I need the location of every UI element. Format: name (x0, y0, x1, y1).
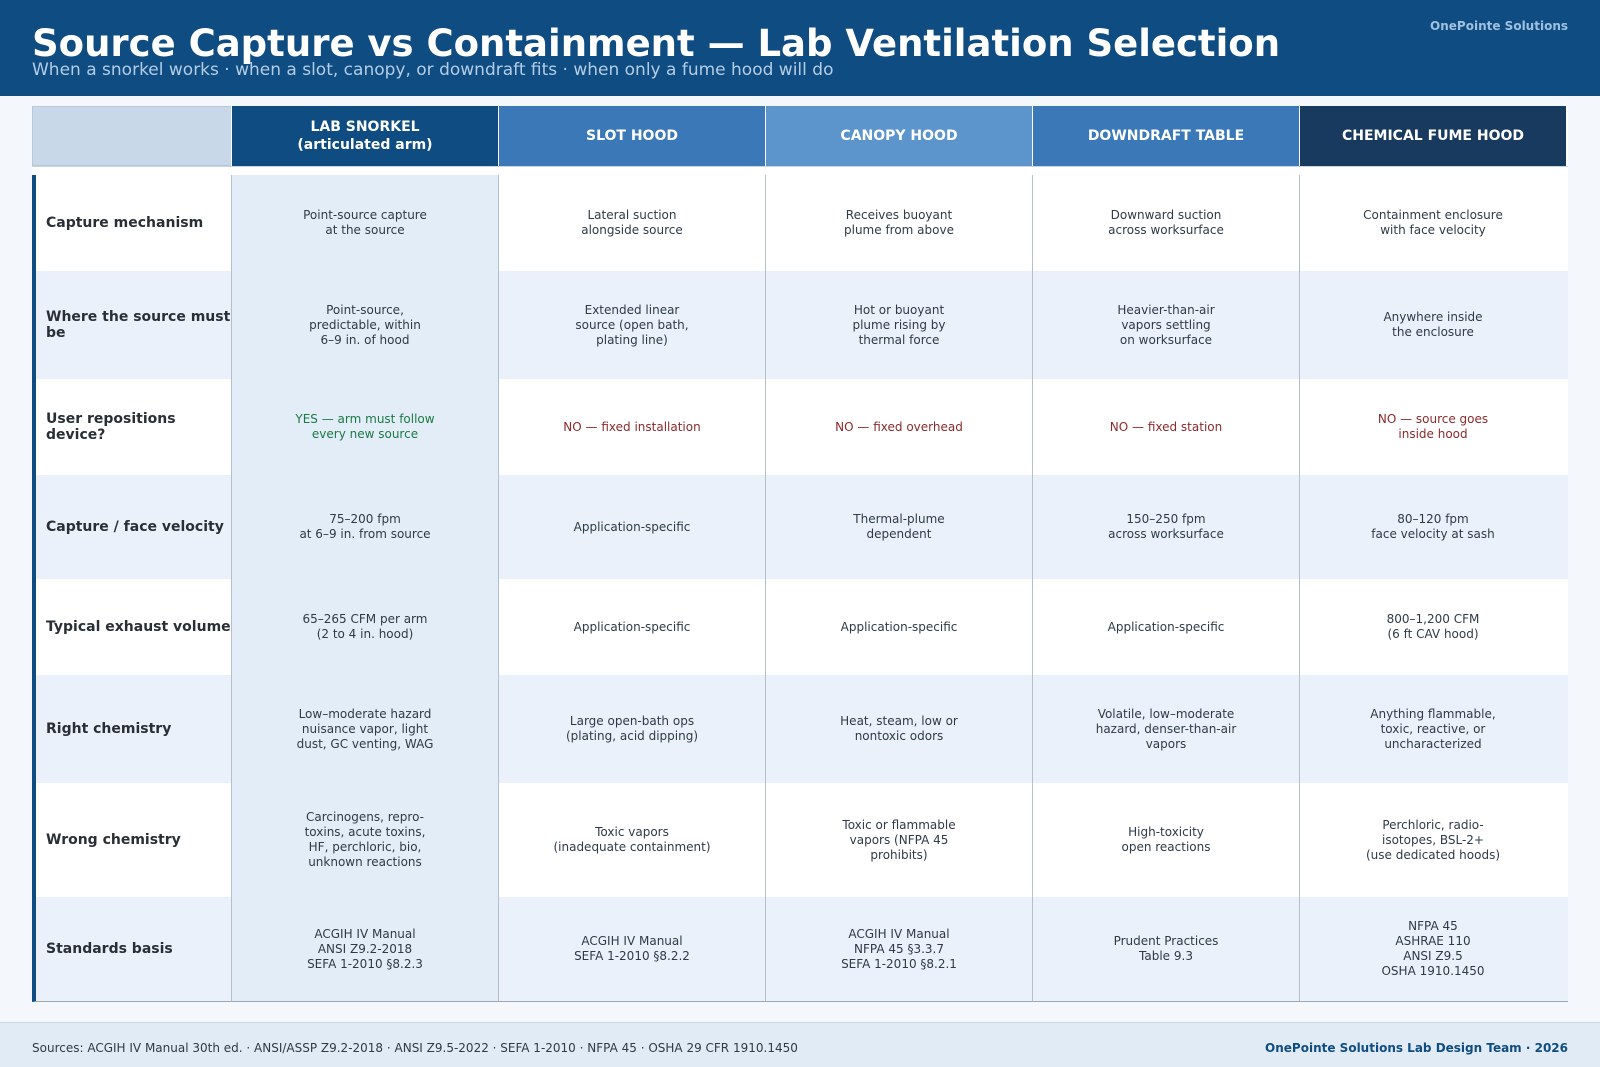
row-label: Capture / face velocity (46, 519, 224, 535)
table-cell: Extended linear source (open bath, plati… (498, 271, 765, 379)
table-cell: 150–250 fpm across worksurface (1032, 475, 1299, 579)
table-cell: Volatile, low–moderate hazard, denser-th… (1032, 675, 1299, 783)
row-label: Capture mechanism (46, 215, 204, 231)
table-cell: Thermal-plume dependent (765, 475, 1032, 579)
table-cell: ACGIH IV Manual SEFA 1-2010 §8.2.2 (498, 897, 765, 1001)
table-cell: 800–1,200 CFM (6 ft CAV hood) (1299, 579, 1566, 675)
row-label: Standards basis (46, 941, 173, 957)
table-cell: Prudent Practices Table 9.3 (1032, 897, 1299, 1001)
table-cell: Application-specific (498, 475, 765, 579)
table-cell: Low–moderate hazard nuisance vapor, ligh… (231, 675, 498, 783)
column-header-chemical-fume-hood: CHEMICAL FUME HOOD (1299, 106, 1566, 166)
table-cell: Point-source, predictable, within 6–9 in… (231, 271, 498, 379)
table-cell: Large open-bath ops (plating, acid dippi… (498, 675, 765, 783)
table-cell: NFPA 45 ASHRAE 110 ANSI Z9.5 OSHA 1910.1… (1299, 897, 1566, 1001)
table-cell: Application-specific (765, 579, 1032, 675)
table-cell: Toxic vapors (inadequate containment) (498, 783, 765, 897)
table-cell: NO — fixed overhead (765, 379, 1032, 475)
header-corner (32, 106, 231, 166)
table-cell: Heavier-than-air vapors settling on work… (1032, 271, 1299, 379)
table-cell: Toxic or flammable vapors (NFPA 45 prohi… (765, 783, 1032, 897)
table-cell: Application-specific (498, 579, 765, 675)
footer-credit: OnePointe Solutions Lab Design Team · 20… (1265, 1041, 1568, 1055)
table-cell: NO — source goes inside hood (1299, 379, 1566, 475)
table-cell: High-toxicity open reactions (1032, 783, 1299, 897)
table-cell: Anything flammable, toxic, reactive, or … (1299, 675, 1566, 783)
table-cell: Containment enclosure with face velocity (1299, 175, 1566, 271)
row-label: Where the source must be (46, 309, 231, 341)
row-label: Right chemistry (46, 721, 172, 737)
table-row: Standards basis ACGIH IV Manual ANSI Z9.2… (36, 897, 1568, 1001)
table-row: Where the source must be Point-source, pr… (36, 271, 1568, 379)
column-header-downdraft-table: DOWNDRAFT TABLE (1032, 106, 1299, 166)
page-title: Source Capture vs Containment — Lab Vent… (32, 22, 1281, 65)
table-row: Right chemistry Low–moderate hazard nuisa… (36, 675, 1568, 783)
sources-note: Sources: ACGIH IV Manual 30th ed. · ANSI… (32, 1041, 798, 1055)
table-cell: NO — fixed installation (498, 379, 765, 475)
table-cell: Application-specific (1032, 579, 1299, 675)
table-cell: Perchloric, radio- isotopes, BSL-2+ (use… (1299, 783, 1566, 897)
page-header: Source Capture vs Containment — Lab Vent… (0, 0, 1600, 96)
table-cell: Downward suction across worksurface (1032, 175, 1299, 271)
table-cell: 80–120 fpm face velocity at sash (1299, 475, 1566, 579)
row-label: Wrong chemistry (46, 832, 181, 848)
row-label: User repositions device? (46, 411, 176, 443)
brand-name: OnePointe Solutions (1430, 19, 1568, 33)
table-header-row: LAB SNORKEL (articulated arm) SLOT HOOD … (32, 106, 1568, 167)
page-subtitle: When a snorkel works · when a slot, cano… (32, 60, 834, 80)
table-cell: 65–265 CFM per arm (2 to 4 in. hood) (231, 579, 498, 675)
table-cell: Lateral suction alongside source (498, 175, 765, 271)
table-row: Capture mechanism Point-source capture at… (36, 175, 1568, 271)
table-row: Capture / face velocity 75–200 fpm at 6–9… (36, 475, 1568, 579)
table-cell: YES — arm must follow every new source (231, 379, 498, 475)
table-cell: NO — fixed station (1032, 379, 1299, 475)
table-cell: Anywhere inside the enclosure (1299, 271, 1566, 379)
row-label: Typical exhaust volume (46, 619, 231, 635)
table-cell: 75–200 fpm at 6–9 in. from source (231, 475, 498, 579)
table-cell: Receives buoyant plume from above (765, 175, 1032, 271)
table-cell: ACGIH IV Manual NFPA 45 §3.3.7 SEFA 1-20… (765, 897, 1032, 1001)
table-cell: Carcinogens, repro- toxins, acute toxins… (231, 783, 498, 897)
column-header-canopy-hood: CANOPY HOOD (765, 106, 1032, 166)
table-cell: Point-source capture at the source (231, 175, 498, 271)
table-cell: ACGIH IV Manual ANSI Z9.2-2018 SEFA 1-20… (231, 897, 498, 1001)
table-body: Capture mechanism Point-source capture at… (32, 175, 1568, 1002)
column-header-slot-hood: SLOT HOOD (498, 106, 765, 166)
page-footer: Sources: ACGIH IV Manual 30th ed. · ANSI… (0, 1022, 1600, 1067)
table-row: User repositions device? YES — arm must f… (36, 379, 1568, 475)
table-row: Wrong chemistry Carcinogens, repro- toxin… (36, 783, 1568, 897)
table-cell: Heat, steam, low or nontoxic odors (765, 675, 1032, 783)
comparison-table: LAB SNORKEL (articulated arm) SLOT HOOD … (32, 106, 1568, 1002)
column-header-lab-snorkel: LAB SNORKEL (articulated arm) (231, 106, 498, 166)
table-cell: Hot or buoyant plume rising by thermal f… (765, 271, 1032, 379)
table-row: Typical exhaust volume 65–265 CFM per arm… (36, 579, 1568, 675)
